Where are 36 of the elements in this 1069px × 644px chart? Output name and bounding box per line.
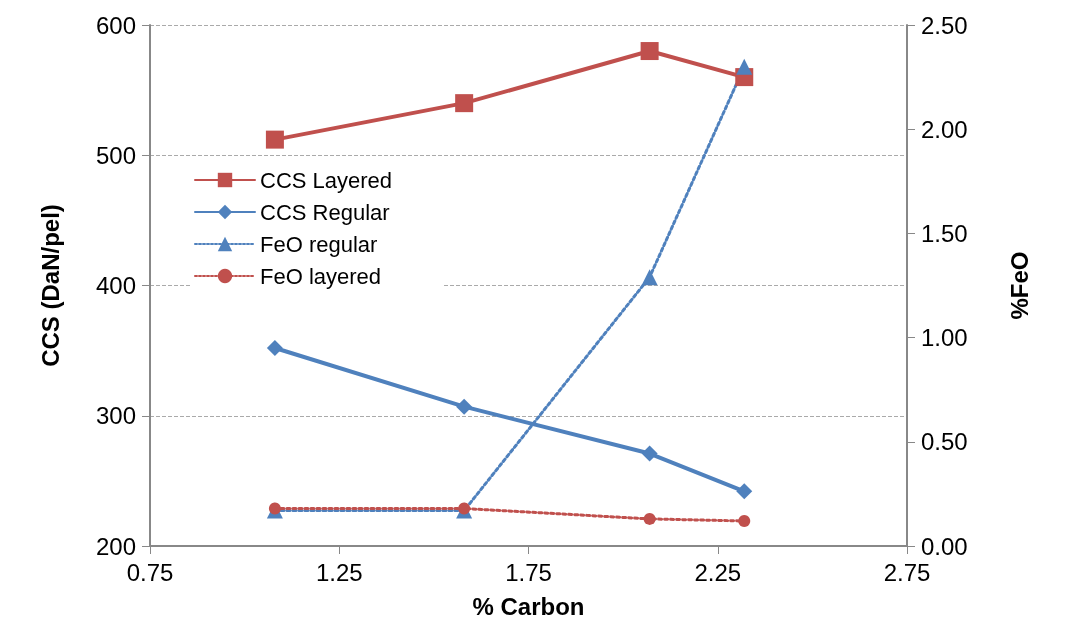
point	[736, 58, 753, 75]
x-axis-title: % Carbon	[472, 592, 585, 620]
y2-tick-label: 2.50	[921, 11, 968, 39]
y2-tick-label: 1.00	[921, 324, 968, 352]
y2-tick-label: 0.00	[921, 532, 968, 560]
point	[266, 340, 283, 357]
y-tick-label: 500	[95, 141, 136, 169]
point	[643, 512, 656, 525]
legend-label: FeO regular	[260, 231, 378, 257]
point	[456, 398, 473, 415]
legend-label: CCS Regular	[260, 199, 390, 225]
point	[268, 502, 281, 515]
y-tick-label: 400	[95, 272, 136, 299]
y-tick-label: 300	[95, 402, 136, 430]
x-tick-label: 2.75	[883, 558, 931, 586]
point	[641, 445, 658, 462]
x-tick-label: 1.25	[315, 558, 363, 586]
point	[641, 269, 658, 286]
point	[265, 130, 284, 149]
y-tick-label: 200	[95, 532, 136, 560]
y2-tick-label: 0.50	[921, 428, 968, 456]
point	[738, 514, 751, 527]
y2-tick-label: 2.00	[921, 115, 968, 143]
y2-axis-title: %FeO	[1005, 251, 1033, 320]
legend-label: FeO layered	[260, 263, 382, 289]
x-tick-label: 1.75	[505, 558, 552, 586]
point	[458, 502, 471, 515]
point	[640, 42, 659, 61]
x-tick-label: 0.75	[126, 558, 174, 586]
x-tick-label: 2.25	[694, 558, 742, 586]
y-tick-label: 600	[95, 11, 136, 39]
y-axis-title: CCS (DaN/pel)	[36, 204, 64, 367]
y2-tick-label: 1.50	[921, 219, 968, 247]
legend-label: CCS Layered	[260, 167, 393, 193]
point	[455, 94, 474, 113]
point	[736, 483, 753, 500]
